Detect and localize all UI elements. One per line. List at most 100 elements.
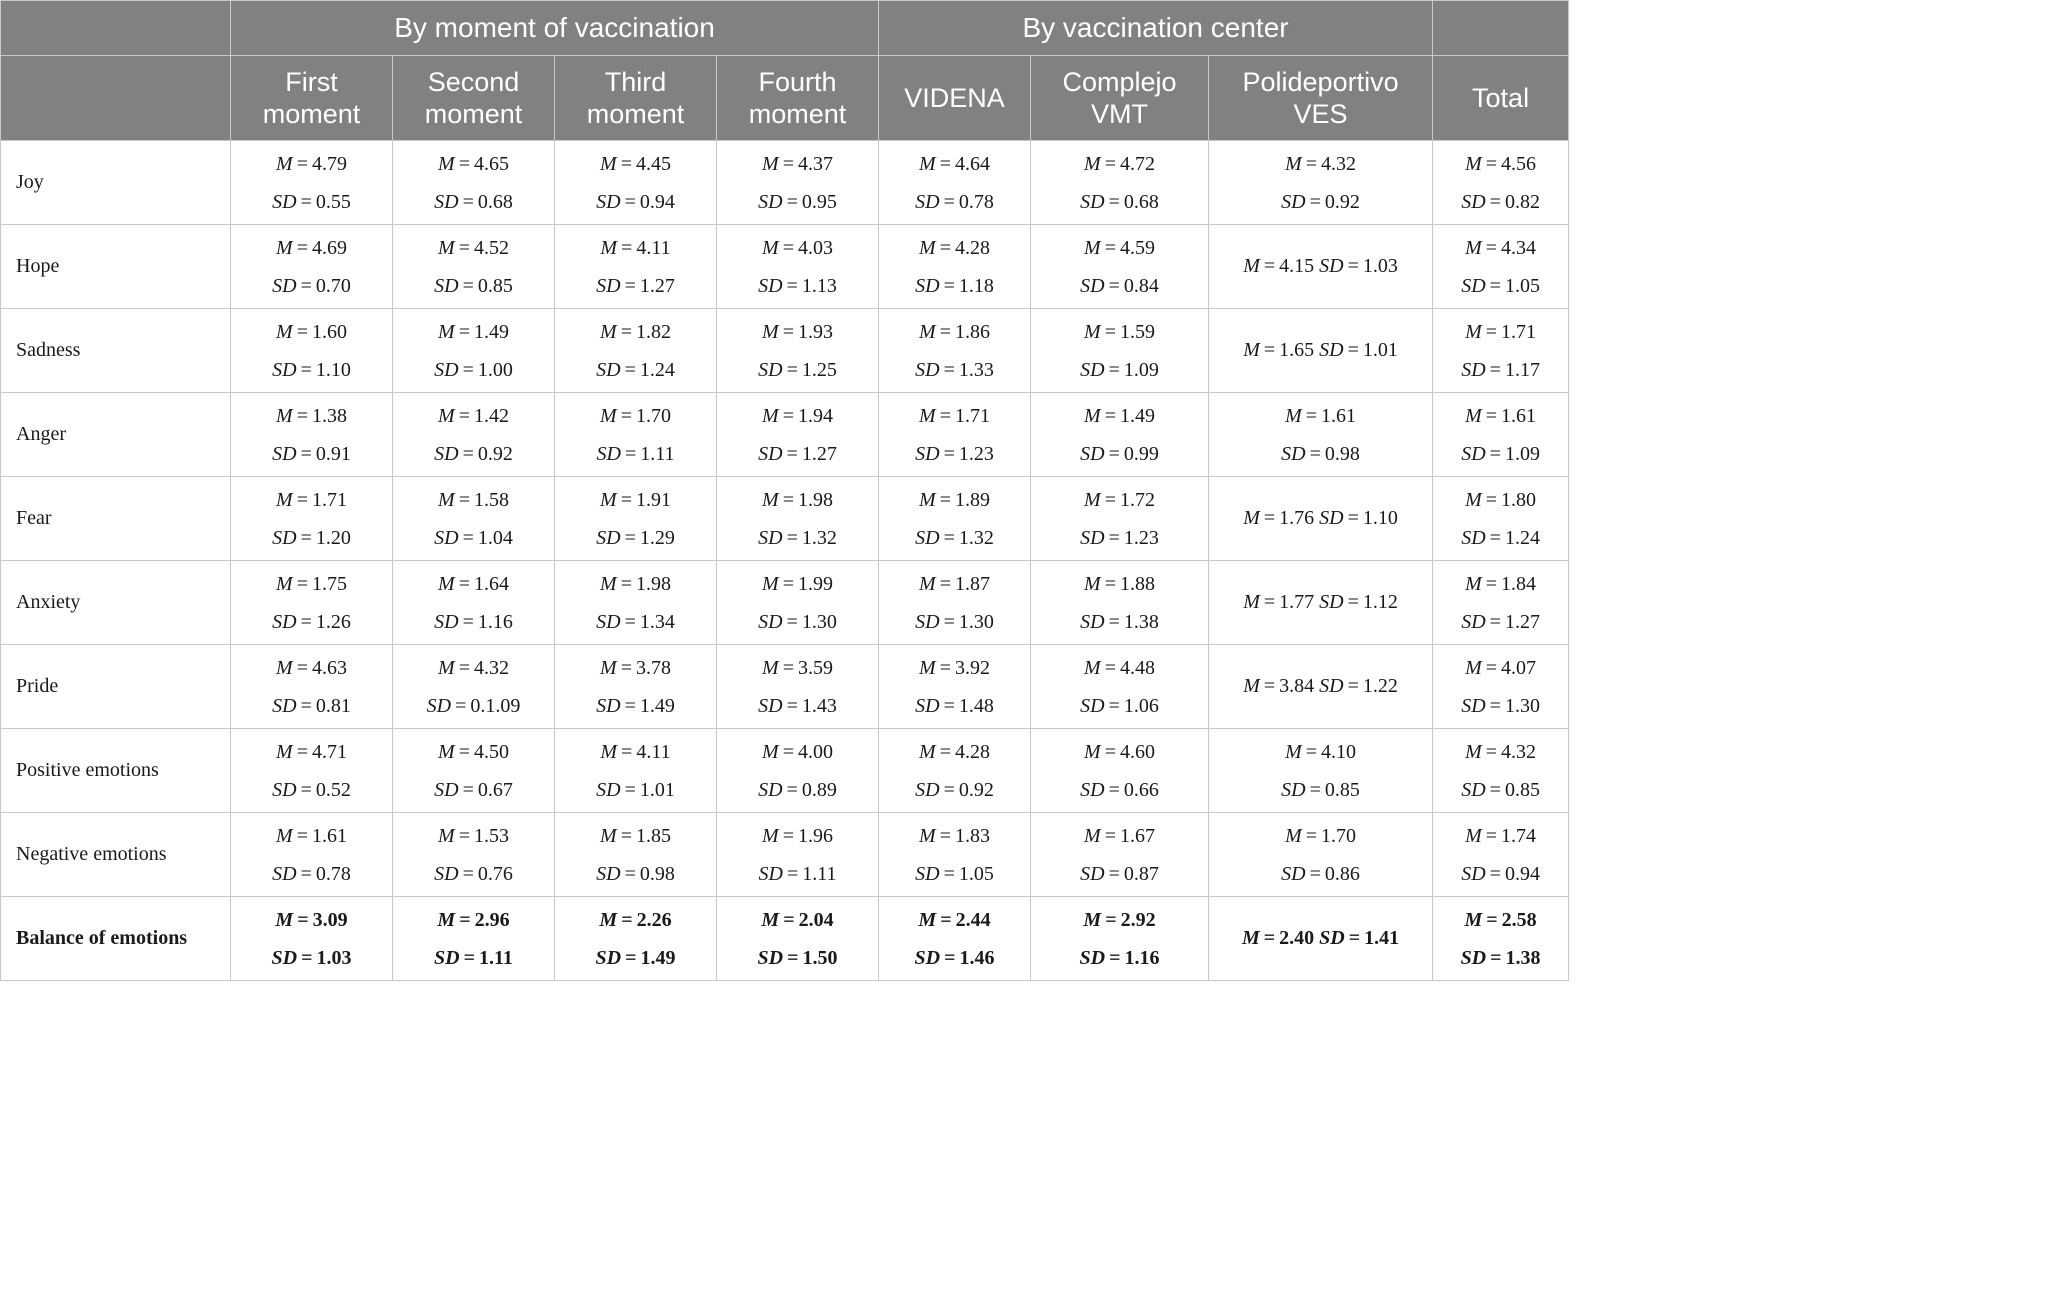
mean-value: M = 4.72 (1084, 152, 1156, 175)
sd-value: SD = 1.25 (758, 358, 837, 381)
stat-cell: M = 1.58 SD = 1.04 (392, 476, 555, 561)
mean-value: M = 1.72 (1084, 488, 1156, 511)
mean-value: M = 4.71 (276, 740, 347, 763)
sd-value: SD = 0.94 (1461, 862, 1540, 885)
mean-value: M = 4.56 (1465, 152, 1537, 175)
sd-value: SD = 1.22 (1319, 675, 1398, 697)
sd-value: SD = 0.1.09 (426, 694, 521, 717)
stat-cell: M = 4.28 SD = 1.18 (878, 224, 1032, 309)
sd-value: SD = 0.85 (1461, 778, 1540, 801)
sd-value: SD = 0.85 (1281, 778, 1360, 801)
column-header: Third moment (554, 55, 717, 141)
stat-cell: M = 2.58 SD = 1.38 (1432, 896, 1570, 981)
stat-cell: M = 4.50 SD = 0.67 (392, 728, 555, 813)
mean-value: M = 4.37 (762, 152, 833, 175)
stat-cell: M = 1.77 SD = 1.12 (1208, 560, 1434, 645)
table-row: Fear M = 1.71 SD = 1.20 M = 1.58 SD = 1.04 M … (0, 476, 1570, 561)
sd-value: SD = 1.27 (596, 274, 675, 297)
stat-cell: M = 1.89 SD = 1.32 (878, 476, 1032, 561)
row-label: Hope (0, 224, 231, 309)
sd-value: SD = 1.23 (1080, 526, 1159, 549)
stat-cell: M = 4.65 SD = 0.68 (392, 140, 555, 225)
mean-value: M = 1.96 (762, 824, 833, 847)
row-label: Fear (0, 476, 231, 561)
stat-cell: M = 4.11 SD = 1.27 (554, 224, 717, 309)
mean-value: M = 3.84 (1243, 675, 1315, 697)
mean-value: M = 1.67 (1084, 824, 1156, 847)
stat-cell: M = 1.82 SD = 1.24 (554, 308, 717, 393)
sd-value: SD = 0.68 (434, 190, 513, 213)
mean-value: M = 1.70 (600, 404, 671, 427)
sd-value: SD = 1.05 (915, 862, 994, 885)
stat-cell: M = 4.69 SD = 0.70 (230, 224, 393, 309)
column-header: Second moment (392, 55, 555, 141)
sd-value: SD = 1.11 (434, 946, 513, 969)
column-header-line: moment (748, 99, 847, 129)
stat-cell: M = 1.96 SD = 1.11 (715, 812, 880, 897)
mean-value: M = 1.82 (600, 320, 671, 343)
stat-cell: M = 1.88 SD = 1.38 (1030, 560, 1210, 645)
column-header-line: First (285, 67, 338, 97)
table-row: Sadness M = 1.60 SD = 1.10 M = 1.49 SD = 1.0… (0, 308, 1570, 393)
table-body: Joy M = 4.79 SD = 0.55 M = 4.65 SD = 0.68 M =… (0, 140, 1570, 981)
stat-cell: M = 1.61 SD = 1.09 (1432, 392, 1570, 477)
mean-value: M = 1.61 (276, 824, 347, 847)
stat-cell: M = 4.64 SD = 0.78 (878, 140, 1032, 225)
stat-cell: M = 3.84 SD = 1.22 (1208, 644, 1434, 729)
mean-value: M = 1.58 (438, 488, 509, 511)
sd-value: SD = 1.06 (1080, 694, 1159, 717)
group-header: By moment of vaccination (229, 0, 880, 56)
stat-cell: M = 2.40 SD = 1.41 (1208, 896, 1434, 981)
table-row: Balance of emotions M = 3.09 SD = 1.03 M = … (0, 896, 1570, 981)
column-header: Fourth moment (715, 55, 880, 141)
sd-value: SD = 1.09 (1080, 358, 1159, 381)
mean-value: M = 1.59 (1084, 320, 1156, 343)
sd-value: SD = 0.87 (1080, 862, 1159, 885)
table-row: Anger M = 1.38 SD = 0.91 M = 1.42 SD = 0.92 M… (0, 392, 1570, 477)
stat-cell: M = 4.59 SD = 0.84 (1030, 224, 1210, 309)
sd-value: SD = 1.30 (915, 610, 994, 633)
sd-value: SD = 0.92 (434, 442, 513, 465)
column-header: First moment (230, 55, 393, 141)
table-row: Negative emotions M = 1.61 SD = 0.78 M = 1.… (0, 812, 1570, 897)
column-header-line: Polideportivo (1242, 67, 1399, 97)
row-label: Joy (0, 140, 231, 225)
stat-cell: M = 2.04 SD = 1.50 (715, 896, 880, 981)
mean-value: M = 1.77 (1243, 591, 1315, 613)
stat-cell: M = 1.72 SD = 1.23 (1030, 476, 1210, 561)
mean-value: M = 1.71 (1465, 320, 1537, 343)
column-header-line: Total (1472, 83, 1530, 113)
sd-value: SD = 0.86 (1281, 862, 1360, 885)
mean-value: M = 1.53 (438, 824, 509, 847)
sd-value: SD = 0.99 (1080, 442, 1159, 465)
mean-value: M = 4.65 (438, 152, 509, 175)
mean-value: M = 1.85 (600, 824, 671, 847)
stat-cell: M = 1.75 SD = 1.26 (230, 560, 393, 645)
sd-value: SD = 1.27 (758, 442, 837, 465)
group-header: By vaccination center (878, 0, 1434, 56)
mean-value: M = 4.60 (1084, 740, 1156, 763)
stat-cell: M = 1.85 SD = 0.98 (554, 812, 717, 897)
sd-value: SD = 0.91 (272, 442, 351, 465)
sd-value: SD = 1.49 (596, 694, 675, 717)
column-header-line: Fourth (758, 67, 837, 97)
mean-value: M = 2.58 (1464, 908, 1537, 931)
sd-value: SD = 0.66 (1080, 778, 1159, 801)
sd-value: SD = 0.98 (596, 862, 675, 885)
column-header: Total (1432, 55, 1570, 141)
sd-value: SD = 1.05 (1461, 274, 1540, 297)
mean-value: M = 1.49 (1084, 404, 1156, 427)
stat-cell: M = 1.80 SD = 1.24 (1432, 476, 1570, 561)
row-label: Pride (0, 644, 231, 729)
stat-cell: M = 3.59 SD = 1.43 (715, 644, 880, 729)
column-header: VIDENA (878, 55, 1032, 141)
mean-value: M = 1.88 (1084, 572, 1156, 595)
sd-value: SD = 1.32 (915, 526, 994, 549)
mean-value: M = 1.89 (919, 488, 991, 511)
mean-value: M = 2.44 (918, 908, 991, 931)
mean-value: M = 1.99 (762, 572, 833, 595)
stat-cell: M = 1.49 SD = 1.00 (392, 308, 555, 393)
stat-cell: M = 3.78 SD = 1.49 (554, 644, 717, 729)
stat-cell: M = 1.70 SD = 0.86 (1208, 812, 1434, 897)
row-label: Anxiety (0, 560, 231, 645)
